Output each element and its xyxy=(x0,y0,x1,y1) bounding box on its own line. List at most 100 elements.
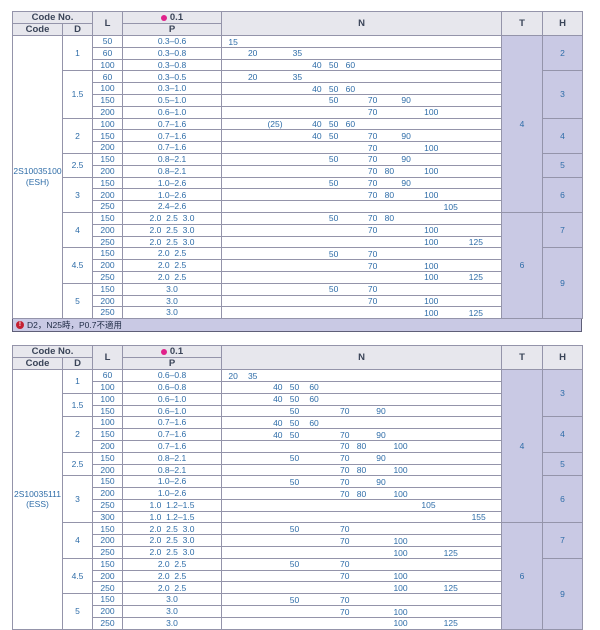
t-cell: 4 xyxy=(501,369,543,524)
d-cell: 5 xyxy=(62,593,93,630)
n-value: 90 xyxy=(376,476,386,487)
l-cell: 250 xyxy=(92,546,123,559)
col-header-d: D xyxy=(62,23,93,36)
n-value: 40 xyxy=(312,130,322,141)
spec-table-section-esh: Code No. L 0.1 N T H Code D P 2S10035100 (ESH) 1 50 0… xyxy=(12,11,600,333)
d-cell: 1.5 xyxy=(62,70,93,119)
l-cell: 100 xyxy=(92,58,123,72)
t-cell: 4 xyxy=(501,35,543,213)
p-cell: 0.7–1.6 xyxy=(122,439,222,453)
n-value: 90 xyxy=(401,130,411,141)
l-cell: 200 xyxy=(92,463,123,477)
p-cell: 2.0 2.5 3.0 xyxy=(122,235,222,249)
h-cell: 7 xyxy=(542,522,583,559)
l-cell: 100 xyxy=(92,380,123,394)
l-cell: 250 xyxy=(92,270,123,284)
l-cell: 150 xyxy=(92,93,123,107)
t-cell: 6 xyxy=(501,522,543,630)
d-cell: 3 xyxy=(62,475,93,524)
h-cell: 2 xyxy=(542,34,583,72)
n-value: 50 xyxy=(289,429,300,440)
p-cell: 3.0 xyxy=(122,306,222,320)
col-header-d: D xyxy=(62,357,93,371)
p-cell: 0.3–0.8 xyxy=(122,46,222,60)
n-value: 80 xyxy=(384,213,395,224)
n-cell: 40 50 60 xyxy=(221,416,502,430)
d-cell: 4.5 xyxy=(62,557,93,595)
n-cell: (25) 40 50 60 xyxy=(221,117,502,131)
n-value: 50 xyxy=(328,119,339,130)
n-value: 70 xyxy=(367,225,378,236)
n-value: 100 xyxy=(393,606,408,617)
n-cell: 70 100 xyxy=(221,141,502,154)
n-cell: 50 70 90 xyxy=(221,451,502,465)
n-cell: 70 80 100 xyxy=(221,188,502,202)
p-cell: 3.0 xyxy=(122,294,222,308)
n-value: 70 xyxy=(367,154,378,165)
l-cell: 150 xyxy=(92,211,123,225)
n-cell: 100 125 xyxy=(221,306,502,320)
n-value: (25) xyxy=(267,119,283,130)
n-cell: 100 125 xyxy=(221,581,502,595)
col-header-code-no: Code No. xyxy=(12,345,93,359)
p-cell: 0.6–1.0 xyxy=(122,392,222,406)
l-cell: 250 xyxy=(92,498,123,512)
n-value: 70 xyxy=(340,606,350,617)
n-value: 70 xyxy=(340,429,350,440)
n-value: 40 xyxy=(273,417,283,428)
n-value: 60 xyxy=(309,417,319,428)
col-header-tolerance: 0.1 xyxy=(122,345,222,359)
p-cell: 2.0 2.5 3.0 xyxy=(122,546,222,559)
n-cell: 100 125 xyxy=(221,235,502,249)
d-cell: 1 xyxy=(62,369,93,394)
n-cell: 70 100 xyxy=(221,534,502,548)
n-value: 100 xyxy=(424,142,439,153)
n-value: 70 xyxy=(340,476,350,487)
p-cell: 2.0 2.5 3.0 xyxy=(122,534,222,548)
n-value: 70 xyxy=(367,284,378,295)
l-cell: 150 xyxy=(92,404,123,418)
col-header-t: T xyxy=(501,11,543,36)
n-value: 40 xyxy=(312,60,322,71)
n-value: 125 xyxy=(443,618,458,629)
n-value: 40 xyxy=(273,429,283,440)
p-cell: 0.6–0.8 xyxy=(122,380,222,394)
l-cell: 150 xyxy=(92,282,123,296)
n-value: 70 xyxy=(367,142,378,153)
n-cell: 70 100 xyxy=(221,294,502,308)
n-value: 100 xyxy=(393,465,408,475)
spec-table-ess: Code No. L 0.1 N T H Code D P 2S10035111 (ESS) 1 60 0… xyxy=(12,345,583,630)
l-cell: 300 xyxy=(92,510,123,524)
p-cell: 0.3–0.6 xyxy=(122,35,222,48)
n-value: 100 xyxy=(424,225,439,236)
n-value: 100 xyxy=(424,260,439,271)
n-value: 70 xyxy=(340,571,350,582)
p-cell: 2.0 2.5 xyxy=(122,270,222,284)
col-header-code: Code xyxy=(12,23,63,36)
n-value: 100 xyxy=(393,582,408,593)
l-cell: 200 xyxy=(92,188,123,202)
n-value: 35 xyxy=(292,71,303,82)
tolerance-dot-icon xyxy=(160,14,167,21)
n-value: 70 xyxy=(340,535,350,546)
n-value: 125 xyxy=(443,547,458,558)
d-cell: 4 xyxy=(62,522,93,559)
t-cell: 6 xyxy=(501,211,543,320)
l-cell: 250 xyxy=(92,200,123,213)
h-cell: 6 xyxy=(542,475,583,524)
n-value: 90 xyxy=(376,429,386,440)
n-value: 100 xyxy=(424,166,439,177)
n-value: 125 xyxy=(443,582,458,593)
p-cell: 0.7–1.6 xyxy=(122,141,222,154)
l-cell: 200 xyxy=(92,605,123,618)
p-cell: 0.6–0.8 xyxy=(122,369,222,382)
l-cell: 60 xyxy=(92,369,123,382)
n-value: 50 xyxy=(289,453,300,464)
n-value: 70 xyxy=(367,95,378,106)
d-cell: 2.5 xyxy=(62,451,93,477)
n-value: 100 xyxy=(424,272,439,283)
l-cell: 200 xyxy=(92,439,123,453)
p-cell: 0.7–1.6 xyxy=(122,416,222,430)
n-cell: 70 100 xyxy=(221,259,502,272)
p-cell: 0.8–2.1 xyxy=(122,463,222,477)
